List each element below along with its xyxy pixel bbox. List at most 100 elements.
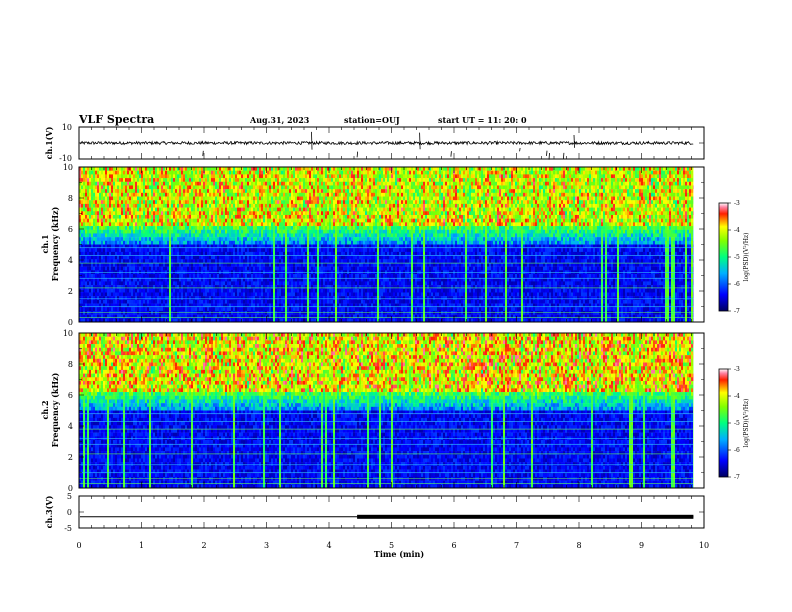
spec-cell	[127, 307, 129, 311]
spec-cell	[119, 211, 121, 215]
spec-cell	[153, 208, 155, 212]
spec-cell	[119, 292, 121, 296]
spec-cell	[125, 307, 127, 311]
spec-cell	[97, 182, 99, 186]
spec-cell	[119, 315, 121, 319]
spec-cell	[83, 178, 85, 182]
spec-cell	[127, 219, 129, 223]
spec-cell	[133, 211, 135, 215]
spec-cell	[119, 263, 121, 267]
spec-cell	[91, 274, 93, 278]
spec-cell	[101, 197, 103, 201]
spec-cell	[141, 233, 143, 237]
spec-cell	[153, 296, 155, 300]
spec-cell	[153, 274, 155, 278]
spec-cell	[137, 241, 139, 245]
spec-cell	[111, 315, 113, 319]
spec-cell	[111, 292, 113, 296]
spec-cell	[85, 197, 87, 201]
spec-cell	[125, 263, 127, 267]
spec-cell	[83, 167, 85, 171]
spec-cell	[107, 292, 109, 296]
spec-cell	[147, 219, 149, 223]
spec-cell	[143, 182, 145, 186]
spec-cell	[141, 304, 143, 308]
spec-cell	[121, 289, 123, 293]
spec-cell	[129, 304, 131, 308]
spec-cell	[117, 204, 119, 208]
spec-cell	[145, 241, 147, 245]
spec-cell	[135, 178, 137, 182]
spec-cell	[125, 200, 127, 204]
spec-cell	[111, 219, 113, 223]
spec-cell	[129, 222, 131, 226]
ch1-spectrogram	[79, 167, 704, 322]
spec-cell	[143, 281, 145, 285]
spec-cell	[121, 178, 123, 182]
spec-cell	[87, 167, 89, 171]
spec-cell	[121, 182, 123, 186]
spec-cell	[139, 185, 141, 189]
spec-cell	[81, 197, 83, 201]
spec-cell	[109, 185, 111, 189]
spec-cell	[109, 281, 111, 285]
spec-cell	[109, 171, 111, 175]
spec-cell	[107, 285, 109, 289]
spec-cell	[83, 256, 85, 260]
spec-cell	[133, 315, 135, 319]
spec-cell	[103, 304, 105, 308]
spec-cell	[101, 256, 103, 260]
spec-cell	[97, 178, 99, 182]
spec-cell	[141, 263, 143, 267]
spec-cell	[95, 233, 97, 237]
spec-cell	[91, 215, 93, 219]
spec-cell	[81, 208, 83, 212]
spec-cell	[95, 259, 97, 263]
spec-cell	[121, 215, 123, 219]
spec-cell	[89, 208, 91, 212]
spec-cell	[129, 208, 131, 212]
spec-cell	[97, 193, 99, 197]
spec-cell	[127, 208, 129, 212]
figure-title: VLF Spectra	[78, 113, 154, 126]
spec-cell	[115, 189, 117, 193]
spec-cell	[147, 211, 149, 215]
spec-cell	[91, 211, 93, 215]
spec-cell	[135, 267, 137, 271]
spec-cell	[103, 281, 105, 285]
spec-cell	[133, 259, 135, 263]
spec-cell	[81, 241, 83, 245]
spec-cell	[83, 274, 85, 278]
spec-cell	[135, 233, 137, 237]
spec-cell	[95, 167, 97, 171]
spec-cell	[129, 211, 131, 215]
spec-cell	[151, 259, 153, 263]
spec-cell	[85, 204, 87, 208]
spec-cell	[131, 267, 133, 271]
spec-cell	[113, 174, 115, 178]
spec-cell	[99, 296, 101, 300]
spec-cell	[153, 281, 155, 285]
spec-cell	[147, 174, 149, 178]
spec-cell	[133, 233, 135, 237]
spec-cell	[99, 233, 101, 237]
spec-cell	[153, 233, 155, 237]
spec-cell	[119, 197, 121, 201]
spec-cell	[147, 185, 149, 189]
spec-cell	[147, 222, 149, 226]
spec-cell	[83, 237, 85, 241]
spec-cell	[131, 241, 133, 245]
spec-cell	[95, 237, 97, 241]
spec-cell	[107, 281, 109, 285]
spec-cell	[125, 233, 127, 237]
spec-cell	[123, 315, 125, 319]
spec-cell	[91, 222, 93, 226]
spec-cell	[105, 193, 107, 197]
spec-cell	[129, 274, 131, 278]
spec-cell	[133, 226, 135, 230]
spec-cell	[133, 263, 135, 267]
spec-cell	[111, 230, 113, 234]
spec-cell	[141, 248, 143, 252]
spec-cell	[143, 304, 145, 308]
spec-cell	[83, 171, 85, 175]
